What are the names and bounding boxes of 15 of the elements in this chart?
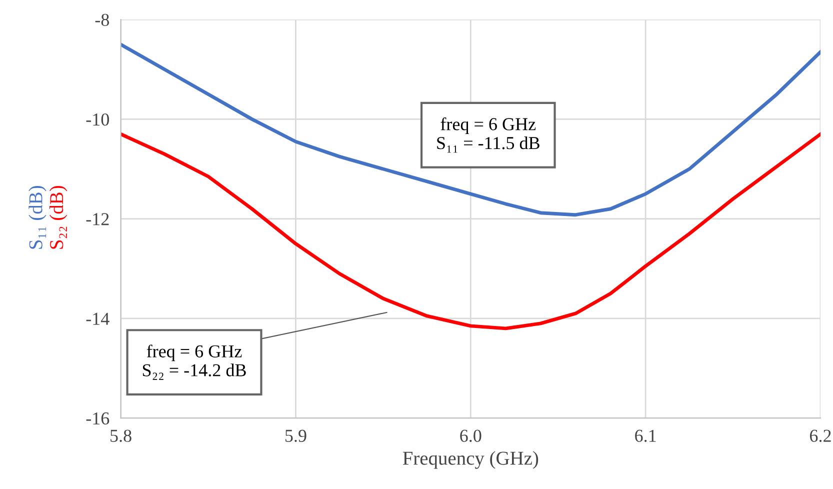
annotation: freq = 6 GHz S₂₂ = -14.2 dB bbox=[142, 344, 246, 380]
x-tick-label: 5.8 bbox=[110, 430, 132, 442]
x-axis-title: Frequency (GHz) bbox=[402, 451, 538, 469]
x-tick-label: 6.0 bbox=[460, 430, 482, 442]
annotation: freq = 6 GHz S₁₁ = -11.5 dB bbox=[437, 117, 540, 153]
y-tick-label: -12 bbox=[86, 213, 109, 226]
y-tick-label: -10 bbox=[86, 113, 109, 126]
text: S₂₂ (dB) bbox=[49, 186, 68, 249]
x-tick-label: 5.9 bbox=[285, 430, 306, 442]
y-tick-label: -14 bbox=[86, 312, 110, 325]
y-tick-label: -16 bbox=[86, 412, 110, 425]
text: S₁₁ (dB) bbox=[28, 186, 46, 249]
y-tick-label: -8 bbox=[95, 14, 109, 26]
x-tick-label: 6.2 bbox=[810, 430, 831, 442]
x-tick-label: 6.1 bbox=[635, 430, 656, 442]
